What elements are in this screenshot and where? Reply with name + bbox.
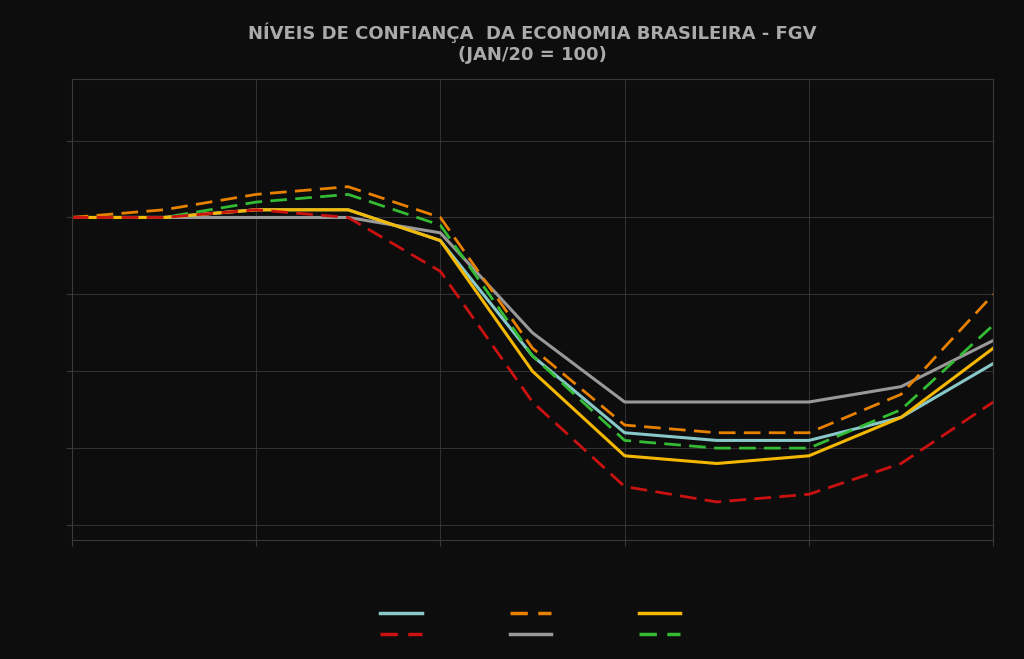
Legend: , , , , , : , , , , , xyxy=(374,600,691,648)
Title: NÍVEIS DE CONFIANÇA  DA ECONOMIA BRASILEIRA - FGV
(JAN/20 = 100): NÍVEIS DE CONFIANÇA DA ECONOMIA BRASILEI… xyxy=(248,22,817,64)
